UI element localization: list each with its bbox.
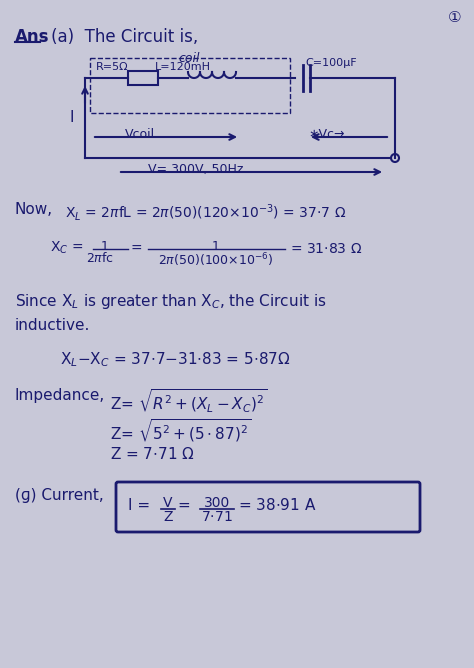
Text: ①: ① [448,10,462,25]
Text: Z= $\sqrt{5^2+(5\cdot87)^2}$: Z= $\sqrt{5^2+(5\cdot87)^2}$ [110,418,252,445]
Text: ∗Vc→: ∗Vc→ [308,128,345,141]
Text: V: V [163,496,173,510]
Text: 7$\cdot$71: 7$\cdot$71 [201,510,233,524]
Text: 1: 1 [101,240,109,253]
Text: inductive.: inductive. [15,318,91,333]
Text: X$_L$ = 2$\pi$fL = 2$\pi$(50)(120$\times$10$^{-3}$) = 37$\cdot$7 $\Omega$: X$_L$ = 2$\pi$fL = 2$\pi$(50)(120$\times… [65,202,346,223]
Text: = 38$\cdot$91 A: = 38$\cdot$91 A [238,497,317,513]
Text: (ɡ) Current,: (ɡ) Current, [15,488,104,503]
Text: L=120mH: L=120mH [155,62,211,72]
Text: V= 300V, 50Hz: V= 300V, 50Hz [148,163,243,176]
Text: I =: I = [128,498,155,512]
Text: Vcoil: Vcoil [125,128,155,141]
Text: Z= $\sqrt{R^2+(X_L-X_C)^2}$: Z= $\sqrt{R^2+(X_L-X_C)^2}$ [110,388,267,415]
Text: Impedance,: Impedance, [15,388,105,403]
Text: Now,: Now, [15,202,53,217]
Text: 300: 300 [204,496,230,510]
Bar [90,58,290,113]
Text: C=100μF: C=100μF [305,58,356,68]
Text: X$_L$$-$X$_C$ = 37$\cdot$7$-$31$\cdot$83 = 5$\cdot$87$\Omega$: X$_L$$-$X$_C$ = 37$\cdot$7$-$31$\cdot$83… [60,350,291,369]
Text: - (a)  The Circuit is,: - (a) The Circuit is, [40,28,198,46]
Text: Since X$_L$ is greater than X$_C$, the Circuit is: Since X$_L$ is greater than X$_C$, the C… [15,292,327,311]
Text: X$_C$ =: X$_C$ = [50,240,83,257]
Text: R=5Ω: R=5Ω [96,62,128,72]
Text: Z = 7$\cdot$71 $\Omega$: Z = 7$\cdot$71 $\Omega$ [110,446,195,462]
Text: I: I [70,110,74,125]
Text: = 31$\cdot$83 $\Omega$: = 31$\cdot$83 $\Omega$ [290,242,362,256]
Text: coil: coil [178,52,200,65]
Text: 2$\pi$(50)(100$\times$10$^{-6}$): 2$\pi$(50)(100$\times$10$^{-6}$) [158,251,273,269]
Text: =: = [131,242,143,256]
Text: Ans: Ans [15,28,49,46]
Bar [128,71,158,85]
Text: 1: 1 [212,240,220,253]
Text: 2$\pi$fc: 2$\pi$fc [86,251,114,265]
Text: Z: Z [163,510,173,524]
Text: =: = [178,498,196,512]
